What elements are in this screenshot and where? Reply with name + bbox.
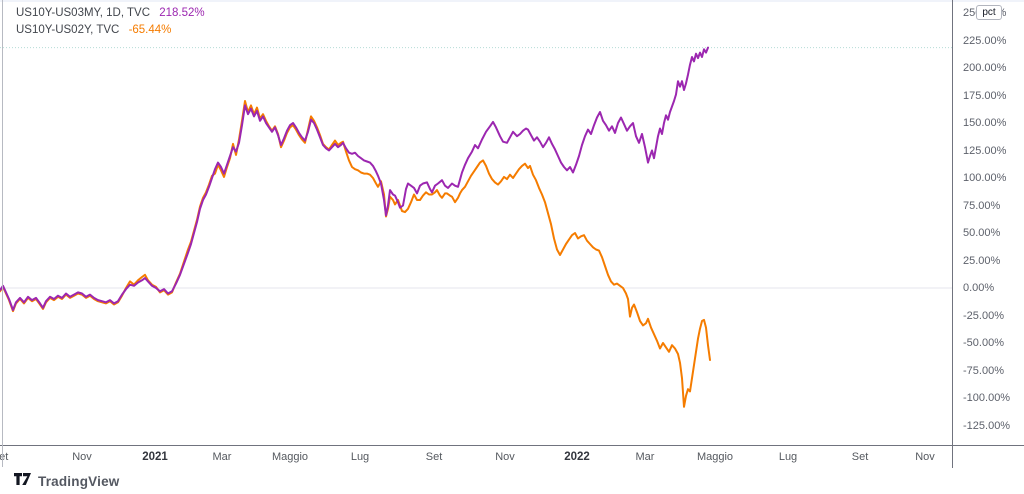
price-tick-label: -25.00% bbox=[963, 309, 1004, 322]
price-tick-label: 25.00% bbox=[963, 254, 1001, 267]
chart-left-border bbox=[2, 0, 3, 467]
time-tick-label: Set bbox=[851, 451, 869, 463]
legend-symbol-label[interactable]: US10Y-US02Y, TVC bbox=[16, 24, 120, 36]
price-tick-label: -75.00% bbox=[963, 364, 1004, 377]
legend-last-value: -65.44% bbox=[128, 24, 172, 36]
price-tick-label: 0.00% bbox=[963, 282, 995, 294]
series-line-us10y-us03my[interactable] bbox=[0, 46, 709, 311]
time-tick-label: Set bbox=[0, 451, 9, 463]
price-tick-label: 100.00% bbox=[963, 172, 1007, 184]
top-border bbox=[0, 0, 1024, 2]
time-tick-label: Nov bbox=[495, 451, 515, 463]
time-tick-label: 2021 bbox=[142, 451, 168, 463]
price-tick-label: 125.00% bbox=[963, 144, 1007, 157]
time-tick-label: Nov bbox=[72, 451, 92, 463]
time-tick-label: Nov bbox=[915, 451, 935, 463]
time-tick-label: 2022 bbox=[564, 451, 590, 463]
time-tick-label: Lug bbox=[350, 451, 370, 463]
price-tick-label: 75.00% bbox=[963, 199, 1001, 212]
tradingview-logo-icon[interactable] bbox=[14, 472, 31, 491]
legend-row-us10y-us03my[interactable]: US10Y-US03MY, 1D, TVC 218.52% bbox=[16, 5, 205, 22]
attribution-bar: TradingView bbox=[0, 468, 1024, 494]
price-series-plot bbox=[0, 46, 952, 408]
percent-scale-mode-button[interactable]: pct bbox=[976, 5, 1002, 20]
series-line-us10y-us02y[interactable] bbox=[0, 100, 711, 408]
time-tick-label: Maggio bbox=[696, 451, 734, 463]
price-tick-label: -100.00% bbox=[963, 392, 1011, 404]
legend-last-value: 218.52% bbox=[159, 7, 205, 19]
price-tick-label: 50.00% bbox=[963, 227, 1001, 239]
axis-corner-divider bbox=[952, 446, 953, 468]
time-scale[interactable]: Set Nov 2021 Mar Maggio Lug Set Nov 2022 Mar Maggi… bbox=[0, 445, 1024, 469]
time-tick-label: Lug bbox=[778, 451, 798, 463]
price-scale[interactable]: 250.00%225.00%200.00%175.00%150.00%125.0… bbox=[952, 0, 1024, 445]
price-tick-label: 175.00% bbox=[963, 89, 1007, 102]
time-tick-label: Set bbox=[425, 451, 443, 463]
time-tick-label: Mar bbox=[212, 451, 232, 463]
price-tick-label: 225.00% bbox=[963, 34, 1007, 47]
price-tick-label: 150.00% bbox=[963, 117, 1007, 129]
legend-row-us10y-us02y[interactable]: US10Y-US02Y, TVC -65.44% bbox=[16, 22, 205, 39]
time-tick-label: Mar bbox=[635, 451, 655, 463]
price-tick-label: 200.00% bbox=[963, 62, 1007, 74]
price-tick-label: -125.00% bbox=[963, 419, 1011, 432]
time-tick-label: Maggio bbox=[271, 451, 309, 463]
tradingview-attribution-link[interactable]: TradingView bbox=[38, 473, 120, 489]
chart-pane[interactable] bbox=[0, 0, 952, 445]
price-tick-label: -50.00% bbox=[963, 337, 1004, 349]
legend: US10Y-US03MY, 1D, TVC 218.52% US10Y-US02… bbox=[16, 5, 205, 39]
legend-symbol-label[interactable]: US10Y-US03MY, 1D, TVC bbox=[16, 7, 151, 19]
